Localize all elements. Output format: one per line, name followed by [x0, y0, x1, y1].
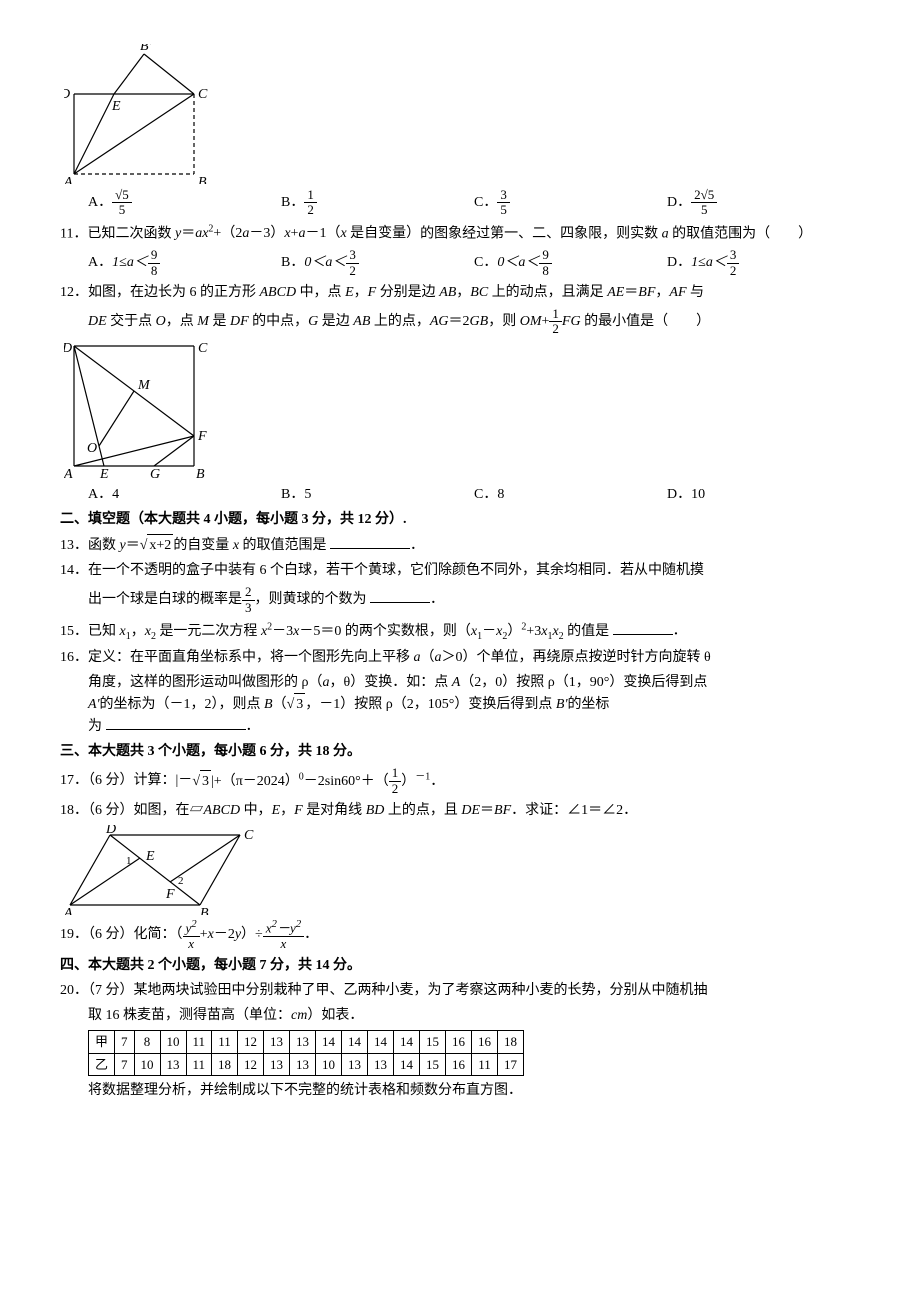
q13: 13．函数 y＝x+2的自变量 x 的取值范围是 ．: [60, 534, 860, 556]
q11-opt-d: D．1≤a＜32: [667, 248, 860, 278]
svg-text:D: D: [64, 341, 72, 356]
q14-line1: 14．在一个不透明的盒子中装有 6 个白球，若干个黄球，它们除颜色不同外，其余均…: [60, 560, 860, 581]
svg-text:C: C: [244, 828, 254, 843]
q19: 19．（6 分）化简：（y2x+x－2y）÷x2－y2x．: [60, 919, 860, 951]
svg-text:B: B: [198, 175, 207, 184]
q10-opt-c: C．35: [474, 188, 667, 218]
q12-line1: 12．如图，在边长为 6 的正方形 ABCD 中，点 E，F 分别是边 AB，B…: [60, 282, 860, 303]
q18: 18．（6 分）如图，在▱ABCD 中，E，F 是对角线 BD 上的点，且 DE…: [60, 800, 860, 821]
q12-opt-d: D．10: [667, 484, 860, 505]
q16-l1: 16．定义：在平面直角坐标系中，将一个图形先向上平移 a（a＞0）个单位，再绕原…: [60, 647, 860, 668]
q11-opt-a: A．1≤a＜98: [88, 248, 281, 278]
q10-options: A．√55 B．12 C．35 D．2√55: [88, 188, 860, 218]
svg-text:F: F: [197, 429, 207, 444]
svg-text:E: E: [99, 467, 109, 480]
q20-l2: 取 16 株麦苗，测得苗高（单位：cm）如表．: [88, 1005, 860, 1026]
q12-opt-a: A．4: [88, 484, 281, 505]
q11-opt-b: B．0＜a＜32: [281, 248, 474, 278]
svg-text:A: A: [64, 906, 73, 915]
q10-figure: A B C D E B': [64, 44, 860, 184]
section4-title: 四、本大题共 2 个小题，每小题 7 分，共 14 分。: [60, 955, 860, 976]
svg-text:B': B': [140, 44, 153, 54]
q10-opt-b: B．12: [281, 188, 474, 218]
q12-opt-b: B．5: [281, 484, 474, 505]
svg-text:B: B: [196, 467, 205, 480]
q10-opt-a: A．√55: [88, 188, 281, 218]
q16-l2: 角度，这样的图形运动叫做图形的 ρ（a，θ）变换．如：点 A（2，0）按照 ρ（…: [88, 672, 860, 693]
q16-l3: A'的坐标为（－1，2），则点 B（3，－1）按照 ρ（2，105°）变换后得到…: [88, 693, 860, 715]
q20-l1: 20．（7 分）某地两块试验田中分别栽种了甲、乙两种小麦，为了考察这两种小麦的长…: [60, 980, 860, 1001]
svg-text:D: D: [105, 825, 116, 837]
q11-opt-c: C．0＜a＜98: [474, 248, 667, 278]
svg-text:2: 2: [178, 875, 184, 887]
svg-text:C: C: [198, 341, 208, 356]
svg-text:G: G: [150, 467, 160, 480]
svg-text:F: F: [165, 887, 175, 902]
q11-options: A．1≤a＜98 B．0＜a＜32 C．0＜a＜98 D．1≤a＜32: [88, 248, 860, 278]
q15: 15．已知 x1，x2 是一元二次方程 x2－3x－5＝0 的两个实数根，则（x…: [60, 619, 860, 643]
q16-l4: 为 ．: [88, 715, 860, 737]
svg-text:C: C: [198, 87, 208, 102]
q12-opt-c: C．8: [474, 484, 667, 505]
q12-figure: A B C D E G F M O: [64, 340, 860, 480]
svg-text:E: E: [145, 849, 155, 864]
q18-figure: A B C D E F 1 2: [64, 825, 860, 915]
svg-text:M: M: [137, 378, 151, 393]
svg-text:D: D: [64, 87, 70, 102]
svg-text:E: E: [111, 99, 121, 114]
q20-tail: 将数据整理分析，并绘制成以下不完整的统计表格和频数分布直方图．: [88, 1080, 860, 1101]
svg-text:1: 1: [126, 855, 132, 867]
svg-text:A: A: [64, 467, 73, 480]
q11-stem: 11．已知二次函数 y＝ax2+（2a－3）x+a－1（x 是自变量）的图象经过…: [60, 222, 860, 245]
q12-line2: DE 交于点 O，点 M 是 DF 的中点，G 是边 AB 上的点，AG＝2GB…: [88, 307, 860, 337]
svg-text:A: A: [64, 175, 73, 184]
section2-title: 二、填空题（本大题共 4 小题，每小题 3 分，共 12 分）.: [60, 509, 860, 530]
q12-options: A．4 B．5 C．8 D．10: [88, 484, 860, 505]
section3-title: 三、本大题共 3 个小题，每小题 6 分，共 18 分。: [60, 741, 860, 762]
svg-text:O: O: [87, 441, 97, 456]
q20-table: 甲781011111213131414141415161618乙71013111…: [88, 1030, 524, 1076]
q10-opt-d: D．2√55: [667, 188, 860, 218]
q14-line2: 出一个球是白球的概率是23，则黄球的个数为 ．: [88, 585, 860, 615]
svg-text:B: B: [200, 906, 209, 915]
q17: 17．（6 分）计算：|－3|+（π－2024）0－2sin60°＋（12）－1…: [60, 766, 860, 796]
